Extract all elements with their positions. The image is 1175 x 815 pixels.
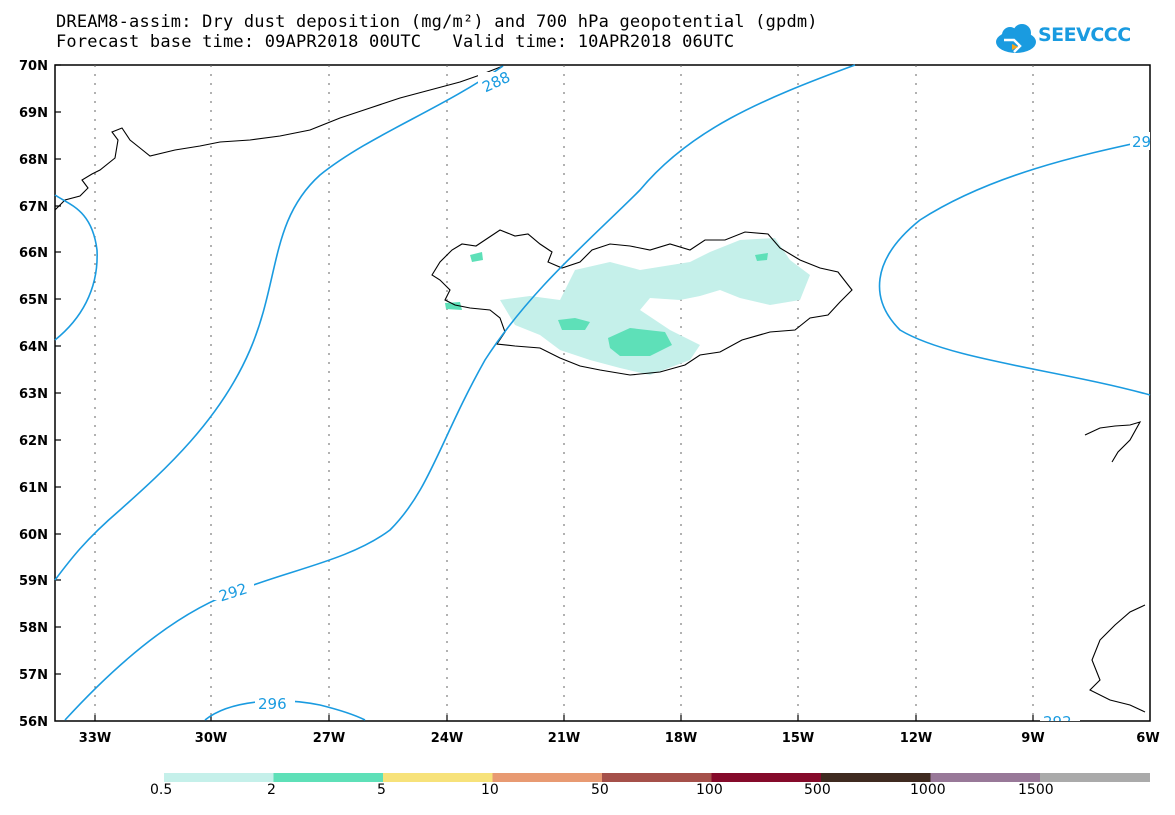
lat-label: 64N bbox=[19, 340, 48, 355]
legend-swatch bbox=[602, 773, 712, 782]
contour-label: 29 bbox=[1132, 133, 1151, 151]
lat-label: 70N bbox=[19, 59, 48, 74]
lat-label: 57N bbox=[19, 668, 48, 683]
lat-label: 69N bbox=[19, 106, 48, 121]
legend-label: 100 bbox=[696, 782, 723, 798]
deposition-band-2 bbox=[755, 253, 768, 261]
scotland-coastline bbox=[1089, 604, 1146, 713]
lon-label: 12W bbox=[900, 731, 932, 746]
lon-label: 15W bbox=[782, 731, 814, 746]
cloud-icon bbox=[996, 24, 1036, 53]
lon-label: 21W bbox=[548, 731, 580, 746]
map-title: DREAM8-assim: Dry dust deposition (mg/m²… bbox=[56, 12, 818, 32]
legend-swatch bbox=[711, 773, 822, 782]
contour-label: 296 bbox=[258, 695, 287, 713]
contour-line bbox=[54, 194, 98, 341]
map-subtitle: Forecast base time: 09APR2018 00UTC Vali… bbox=[56, 32, 735, 52]
lat-label: 65N bbox=[19, 293, 48, 308]
lon-label: 30W bbox=[195, 731, 227, 746]
latitude-labels: 70N 69N 68N 67N 66N 65N 64N 63N 62N 61N … bbox=[19, 59, 48, 730]
deposition-band-0-5 bbox=[500, 238, 810, 375]
lon-label: 24W bbox=[431, 731, 463, 746]
legend-label: 2 bbox=[267, 782, 276, 798]
lat-label: 58N bbox=[19, 621, 48, 636]
legend-swatch bbox=[492, 773, 603, 782]
deposition-band-2 bbox=[558, 318, 590, 330]
legend-swatch bbox=[1040, 773, 1150, 782]
contour-line bbox=[204, 700, 366, 721]
lat-label: 68N bbox=[19, 153, 48, 168]
contour-line bbox=[878, 139, 1151, 396]
coastlines bbox=[54, 65, 1146, 713]
legend-label: 500 bbox=[804, 782, 831, 798]
legend-label: 10 bbox=[481, 782, 499, 798]
deposition-band-2 bbox=[470, 252, 483, 262]
dust-deposition-shading bbox=[445, 238, 810, 375]
legend-label: 0.5 bbox=[150, 782, 173, 798]
lat-label: 59N bbox=[19, 574, 48, 589]
legend-swatch bbox=[383, 773, 493, 782]
lon-label: 27W bbox=[313, 731, 345, 746]
plot-frame bbox=[54, 64, 1151, 722]
faroe-islands-coastline bbox=[1084, 421, 1142, 463]
contour-labels: 288 292 296 29 292 bbox=[214, 68, 1151, 731]
lat-label: 60N bbox=[19, 528, 48, 543]
lat-label: 63N bbox=[19, 387, 48, 402]
greenland-coastline bbox=[54, 65, 504, 211]
legend-label: 5 bbox=[377, 782, 386, 798]
lat-label: 61N bbox=[19, 481, 48, 496]
lon-label: 6W bbox=[1136, 731, 1159, 746]
axis-ticks bbox=[55, 64, 1034, 721]
longitude-labels: 33W 30W 27W 24W 21W 18W 15W 12W 9W 6W bbox=[79, 731, 1160, 746]
contour-label: 292 bbox=[1043, 713, 1072, 731]
legend-swatch bbox=[930, 773, 1041, 782]
legend-swatch bbox=[164, 773, 274, 782]
lat-label: 66N bbox=[19, 246, 48, 261]
lat-label: 67N bbox=[19, 200, 48, 215]
lon-label: 33W bbox=[79, 731, 111, 746]
seevccc-logo bbox=[996, 24, 1036, 53]
legend-label: 1000 bbox=[910, 782, 946, 798]
lat-label: 62N bbox=[19, 434, 48, 449]
legend-label: 1500 bbox=[1018, 782, 1054, 798]
meridian-gridlines bbox=[94, 65, 1034, 721]
iceland-coastline bbox=[431, 229, 853, 376]
legend-colorbar bbox=[164, 773, 1150, 782]
lat-label: 56N bbox=[19, 715, 48, 730]
lon-label: 9W bbox=[1021, 731, 1044, 746]
legend-swatch bbox=[273, 773, 384, 782]
logo-text: SEEVCCC bbox=[1038, 24, 1131, 46]
deposition-band-2 bbox=[608, 328, 672, 356]
deposition-band-2 bbox=[445, 302, 462, 310]
contour-line bbox=[54, 65, 504, 581]
legend-swatch bbox=[821, 773, 931, 782]
legend-label: 50 bbox=[591, 782, 609, 798]
lon-label: 18W bbox=[665, 731, 697, 746]
